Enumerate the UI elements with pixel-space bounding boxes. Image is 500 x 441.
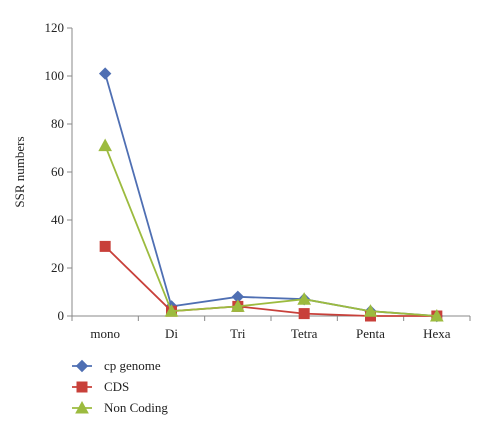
series-cp-genome	[98, 67, 444, 323]
y-tick-label: 0	[58, 308, 65, 323]
series-cds	[99, 240, 443, 322]
y-tick-label: 120	[45, 20, 65, 35]
data-point-cp-genome	[98, 67, 112, 80]
y-tick-label: 100	[45, 68, 65, 83]
legend-item-cds: CDS	[72, 379, 129, 394]
legend-marker	[76, 381, 88, 393]
data-point-non-coding	[429, 308, 444, 322]
y-tick-labels: 0 20 40 60 80 100 120	[45, 20, 72, 323]
x-tick-labels: mono Di Tri Tetra Penta Hexa	[71, 316, 471, 341]
y-axis-label: SSR numbers	[12, 136, 27, 207]
x-tick-label: Hexa	[423, 326, 451, 341]
series-line-cp-genome	[104, 73, 437, 317]
legend-label: Non Coding	[104, 400, 168, 415]
y-tick-label: 40	[51, 212, 64, 227]
y-tick-label: 80	[51, 116, 64, 131]
data-point-non-coding	[164, 304, 179, 317]
x-tick-label: Penta	[356, 326, 385, 341]
legend-marker	[75, 400, 89, 414]
y-tick-label: 60	[51, 164, 64, 179]
series-line-cds	[104, 245, 437, 317]
x-tick-label: Di	[165, 326, 178, 341]
legend: cp genome CDS Non Coding	[72, 358, 168, 415]
data-point-non-coding	[297, 292, 312, 305]
x-tick-label: Tri	[230, 326, 246, 341]
y-tick-label: 20	[51, 260, 64, 275]
data-point-cds	[298, 308, 310, 320]
legend-item-cp-genome: cp genome	[72, 358, 161, 373]
data-point-non-coding	[230, 299, 245, 312]
x-tick-label: mono	[90, 326, 120, 341]
series-line-non-coding	[104, 145, 437, 317]
legend-item-non-coding: Non Coding	[72, 400, 168, 415]
series-non-coding	[98, 138, 444, 322]
legend-label: CDS	[104, 379, 129, 394]
data-point-non-coding	[98, 138, 113, 152]
legend-marker	[75, 359, 89, 373]
data-series	[98, 67, 444, 323]
x-tick-label: Tetra	[291, 326, 318, 341]
legend-label: cp genome	[104, 358, 161, 373]
data-point-non-coding	[363, 304, 378, 317]
data-point-cds	[99, 240, 111, 252]
